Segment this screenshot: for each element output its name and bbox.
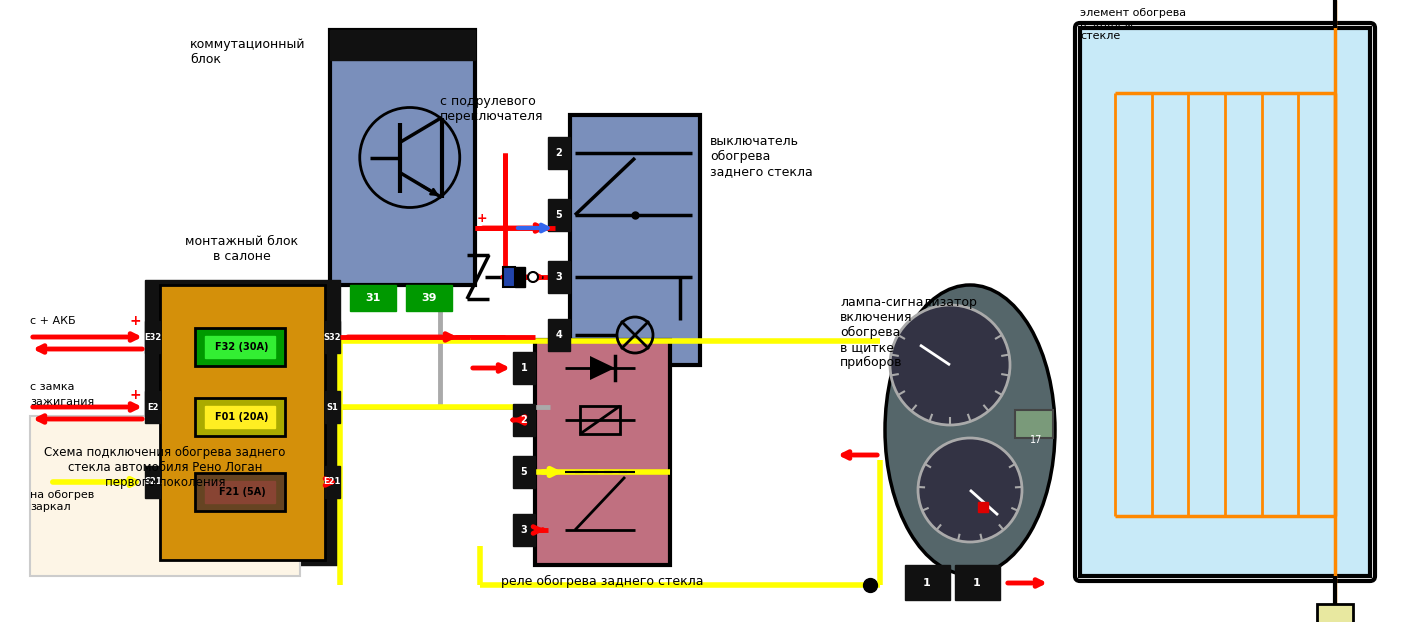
Bar (145, 391, 160, 423)
Text: F21 (5A): F21 (5A) (218, 487, 265, 497)
Bar (1317, 604, 1353, 622)
Bar (547, 137, 570, 169)
Circle shape (891, 305, 1010, 425)
Text: с замка: с замка (30, 382, 75, 392)
Bar (513, 456, 535, 488)
Bar (513, 404, 535, 436)
Bar (503, 267, 515, 287)
Text: 4: 4 (556, 330, 563, 340)
Text: выключатель
обогрева
заднего стекла: выключатель обогрева заднего стекла (710, 135, 813, 178)
Bar (325, 391, 340, 423)
Bar (196, 328, 285, 366)
Text: зажигания: зажигания (30, 397, 94, 407)
Text: 5: 5 (520, 467, 527, 477)
Text: на обогрев
заркал: на обогрев заркал (30, 490, 94, 512)
Text: +: + (129, 388, 140, 402)
Bar (954, 565, 1000, 600)
Text: Схема подключения обогрева заднего
стекла автомобиля Рено Логан
первого поколени: Схема подключения обогрева заднего стекл… (44, 446, 285, 489)
Bar (206, 336, 275, 358)
Text: реле обогрева заднего стекла: реле обогрева заднего стекла (501, 575, 703, 588)
Text: E2: E2 (147, 402, 159, 412)
Polygon shape (590, 356, 615, 380)
Text: 1: 1 (520, 363, 527, 373)
Text: с подрулевого
переключателя: с подрулевого переключателя (440, 95, 543, 123)
Text: 1: 1 (923, 578, 930, 588)
Bar (905, 565, 950, 600)
Bar (145, 321, 160, 353)
Text: S21: S21 (145, 478, 162, 486)
Text: 17: 17 (1029, 435, 1042, 445)
Text: F32 (30A): F32 (30A) (216, 342, 269, 352)
Bar (406, 285, 452, 311)
Bar (570, 115, 700, 365)
Bar (206, 406, 275, 428)
Text: E21: E21 (323, 478, 340, 486)
Text: коммутационный
блок: коммутационный блок (190, 38, 305, 66)
Text: 31: 31 (366, 293, 380, 303)
Text: 1: 1 (973, 578, 981, 588)
Bar (350, 285, 396, 311)
Bar (160, 285, 325, 560)
Bar (513, 514, 535, 546)
Bar (1081, 28, 1370, 576)
Bar (535, 340, 669, 565)
Text: 3: 3 (520, 525, 527, 535)
Text: S32: S32 (323, 333, 340, 341)
Bar (30, 416, 301, 576)
Bar (189, 320, 296, 375)
Text: F01 (20A): F01 (20A) (216, 412, 269, 422)
Bar (580, 406, 620, 434)
Text: элемент обогрева
в заднем
стекле: элемент обогрева в заднем стекле (1081, 8, 1185, 41)
Bar (515, 267, 525, 287)
Bar (330, 30, 475, 285)
Text: 3: 3 (556, 272, 563, 282)
Text: S1: S1 (326, 402, 337, 412)
Text: с + АКБ: с + АКБ (30, 316, 75, 326)
Text: E32: E32 (145, 333, 162, 341)
Bar (978, 502, 988, 512)
Circle shape (527, 272, 537, 282)
Text: лампа-сигнализатор
включения
обогрева
в щитке
приборов: лампа-сигнализатор включения обогрева в … (839, 296, 977, 369)
Text: 2: 2 (556, 148, 563, 158)
Text: монтажный блок
в салоне: монтажный блок в салоне (186, 235, 299, 263)
Text: 2: 2 (520, 415, 527, 425)
Bar (1015, 410, 1054, 438)
Ellipse shape (885, 285, 1055, 575)
Text: 5: 5 (556, 210, 563, 220)
Bar (547, 261, 570, 293)
Bar (145, 466, 160, 498)
Bar (196, 398, 285, 436)
Bar (196, 473, 285, 511)
Bar (547, 319, 570, 351)
Circle shape (917, 438, 1022, 542)
Bar (325, 321, 340, 353)
Text: 39: 39 (421, 293, 437, 303)
Bar (145, 280, 340, 565)
Text: +: + (129, 314, 140, 328)
Bar (206, 481, 275, 503)
Bar (330, 30, 475, 60)
Text: +: + (476, 212, 488, 225)
Bar (513, 352, 535, 384)
Bar (547, 199, 570, 231)
Bar (325, 466, 340, 498)
